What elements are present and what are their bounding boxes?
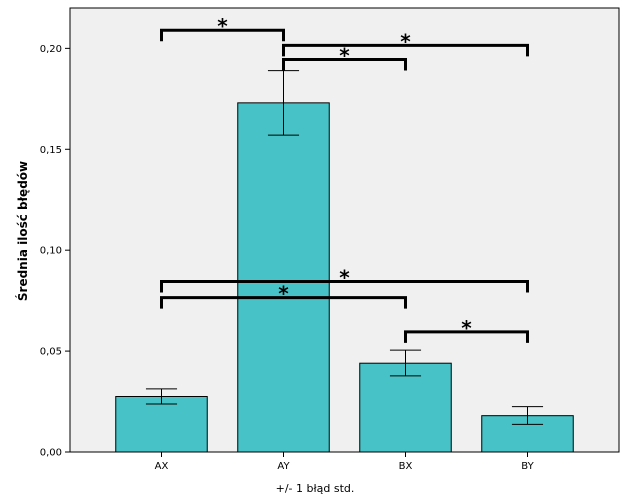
significance-star-ax-bx: *	[278, 282, 289, 306]
significance-bracket-ay-by	[282, 43, 529, 57]
significance-star-bx-by: *	[461, 316, 472, 340]
y-axis-title: Średnia ilość błędów	[15, 161, 30, 301]
significance-bracket-ax-by	[160, 279, 529, 293]
y-axis: 0,00 0,05 0,10 0,15 0,20	[40, 44, 70, 459]
y-tick-label: 0,15	[40, 145, 62, 156]
significance-star-ay-bx: *	[339, 43, 350, 67]
bar-ay	[237, 102, 330, 453]
significance-star-ax-by: *	[339, 265, 350, 289]
error-bar-note: +/- 1 błąd std.	[276, 482, 355, 495]
bar-by	[481, 415, 574, 453]
y-tick-label: 0,20	[40, 44, 62, 55]
y-tick-label: 0,10	[40, 246, 62, 257]
significance-star-ax-ay: *	[217, 14, 228, 38]
x-axis: AX AY BX BY	[155, 452, 535, 472]
bar-bx	[359, 362, 452, 453]
bar-ax	[115, 396, 208, 453]
plot-area	[69, 7, 620, 453]
significance-bracket-ay-bx	[282, 57, 407, 71]
x-tick-label-bx: BX	[399, 461, 413, 472]
x-tick-label-ax: AX	[155, 461, 169, 472]
x-tick-label-ay: AY	[277, 461, 290, 472]
x-tick-label-by: BY	[521, 461, 534, 472]
y-tick-label: 0,00	[40, 448, 62, 459]
significance-layer: * * * * * *	[160, 14, 529, 343]
error-bars-layer	[145, 70, 544, 425]
significance-bracket-bx-by	[404, 330, 529, 343]
significance-star-ay-by: *	[400, 29, 411, 53]
y-tick-label: 0,05	[40, 347, 62, 358]
significance-bracket-ax-ay	[160, 28, 285, 42]
significance-bracket-ax-bx	[160, 296, 407, 309]
